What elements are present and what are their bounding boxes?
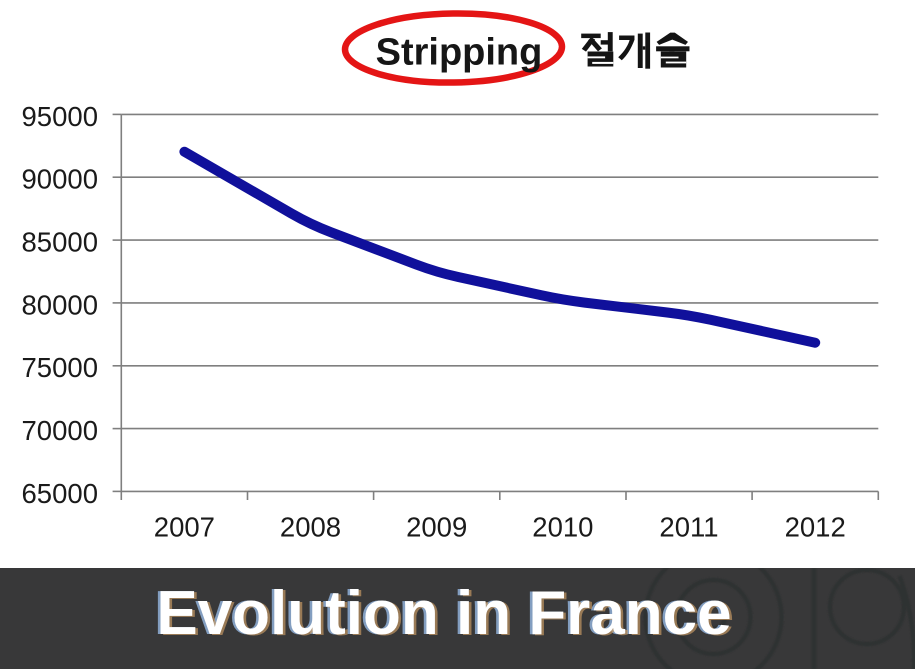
svg-text:Evolution in France: Evolution in France bbox=[156, 579, 731, 648]
svg-text:Evolution in France: Evolution in France bbox=[154, 579, 729, 648]
svg-text:2007: 2007 bbox=[154, 512, 215, 543]
svg-text:2012: 2012 bbox=[785, 512, 846, 543]
svg-text:2011: 2011 bbox=[659, 512, 718, 543]
svg-text:90000: 90000 bbox=[22, 164, 98, 195]
svg-text:2010: 2010 bbox=[532, 512, 593, 543]
svg-text:95000: 95000 bbox=[22, 101, 98, 132]
svg-text:Evolution in France: Evolution in France bbox=[159, 580, 734, 649]
svg-text:70000: 70000 bbox=[22, 415, 98, 446]
svg-text:Stripping: Stripping bbox=[376, 32, 543, 74]
svg-text:80000: 80000 bbox=[22, 289, 98, 320]
svg-text:65000: 65000 bbox=[22, 478, 98, 509]
svg-text:85000: 85000 bbox=[22, 227, 98, 258]
svg-text:2008: 2008 bbox=[280, 512, 341, 543]
svg-text:75000: 75000 bbox=[22, 352, 98, 383]
svg-text:2009: 2009 bbox=[406, 512, 467, 543]
